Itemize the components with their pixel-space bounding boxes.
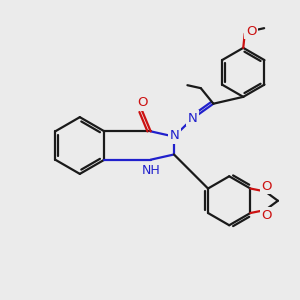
Text: O: O [246,25,256,38]
Text: NH: NH [142,164,161,177]
Text: O: O [137,96,148,109]
Text: O: O [262,180,272,193]
Text: O: O [262,209,272,222]
Text: N: N [188,112,197,124]
Text: N: N [170,129,179,142]
